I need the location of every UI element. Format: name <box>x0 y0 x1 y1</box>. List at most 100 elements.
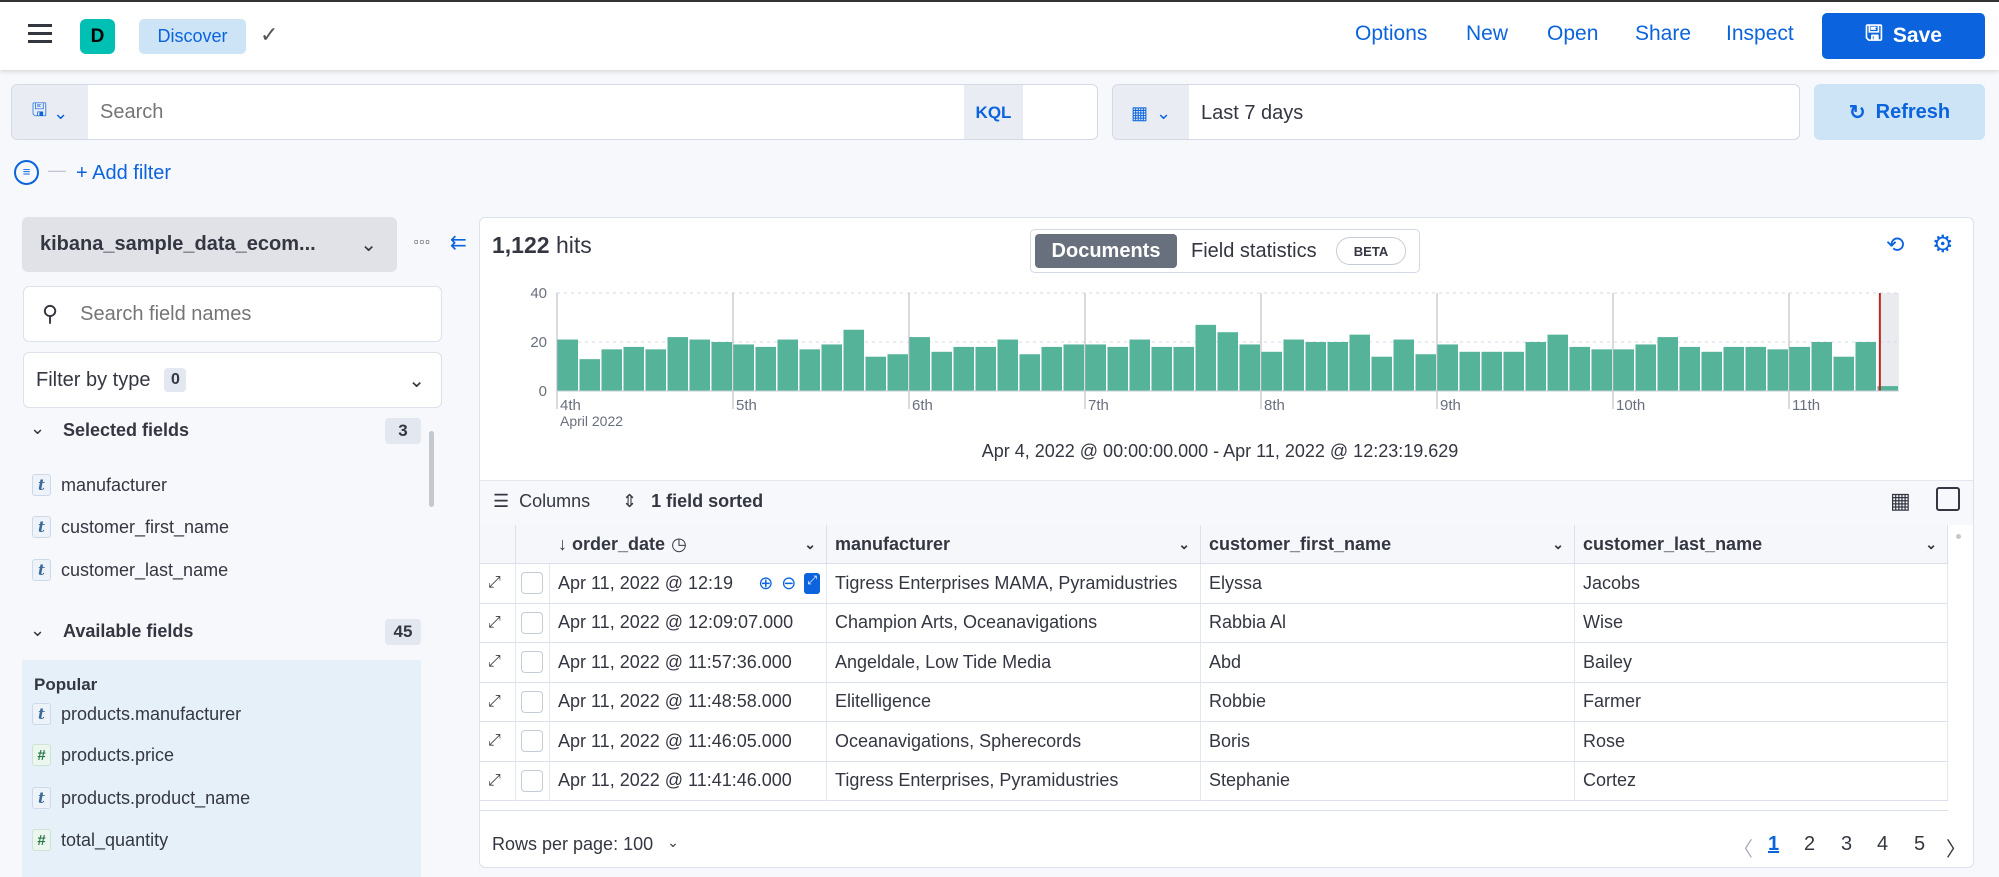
fullscreen-icon[interactable] <box>1936 487 1960 511</box>
sort-button[interactable]: ⇕ 1 field sorted <box>622 491 763 512</box>
menu-icon[interactable] <box>28 24 52 43</box>
page-4[interactable]: 4 <box>1877 833 1889 855</box>
page-2[interactable]: 2 <box>1804 833 1816 855</box>
field-item[interactable]: t products.manufacturer <box>32 703 241 725</box>
page-1[interactable]: 1 <box>1768 833 1780 855</box>
row-checkbox[interactable] <box>521 730 543 753</box>
row-checkbox[interactable] <box>521 769 543 792</box>
expand-row-icon[interactable]: ⤢ <box>480 564 516 604</box>
table-cell[interactable]: Stephanie <box>1201 761 1575 801</box>
quick-select-button[interactable]: ▦ ⌄ <box>1113 85 1189 139</box>
chevron-down-icon[interactable]: ⌄ <box>30 418 46 438</box>
open-link[interactable]: Open <box>1547 22 1599 45</box>
field-item[interactable]: # products.price <box>32 744 174 766</box>
field-item[interactable]: # total_quantity <box>32 829 168 851</box>
table-cell[interactable]: Apr 11, 2022 @ 11:41:46.000 <box>550 761 827 801</box>
expand-row-icon[interactable]: ⤢ <box>480 682 516 722</box>
table-cell[interactable]: Tigress Enterprises MAMA, Pyramidustries <box>827 564 1201 604</box>
columns-button[interactable]: ☰ Columns <box>493 491 590 512</box>
available-fields-title[interactable]: Available fields <box>63 621 194 641</box>
table-cell[interactable]: Oceanavigations, Spherecords <box>827 722 1201 762</box>
column-header-customer-last-name[interactable]: customer_last_name ⌄ <box>1575 525 1948 564</box>
table-cell[interactable]: Abd <box>1201 643 1575 683</box>
filter-for-icon[interactable]: ⊕ <box>758 572 774 593</box>
save-button[interactable]: 🖫 Save <box>1822 13 1985 59</box>
kql-toggle[interactable]: KQL <box>964 85 1023 139</box>
column-header-order-date[interactable]: ↓ order_date ◷ ⌄ <box>550 525 827 564</box>
row-checkbox[interactable] <box>521 611 543 634</box>
table-cell[interactable]: Rabbia Al <box>1201 603 1575 643</box>
expand-row-icon[interactable]: ⤢ <box>480 603 516 643</box>
column-header-manufacturer[interactable]: manufacturer ⌄ <box>827 525 1201 564</box>
field-search[interactable]: ⚲ <box>23 286 442 342</box>
row-select[interactable] <box>516 564 550 604</box>
column-header-customer-first-name[interactable]: customer_first_name ⌄ <box>1201 525 1575 564</box>
table-cell[interactable]: Wise <box>1575 603 1948 643</box>
table-cell[interactable]: Boris <box>1201 722 1575 762</box>
share-link[interactable]: Share <box>1635 22 1692 45</box>
tab-documents[interactable]: Documents <box>1035 234 1177 268</box>
filter-out-icon[interactable]: ⊖ <box>781 572 797 593</box>
density-icon[interactable]: ▦ <box>1890 488 1911 513</box>
field-item[interactable]: t manufacturer <box>32 474 167 496</box>
expand-row-icon[interactable]: ⤢ <box>480 722 516 762</box>
table-cell[interactable]: Elyssa <box>1201 564 1575 604</box>
table-scrollbar[interactable] <box>1956 534 1961 539</box>
field-item[interactable]: t customer_last_name <box>32 559 228 581</box>
gear-icon[interactable]: ⚙ <box>1932 231 1954 258</box>
page-3[interactable]: 3 <box>1841 833 1853 855</box>
row-checkbox[interactable] <box>521 572 543 595</box>
table-cell[interactable]: Jacobs <box>1575 564 1948 604</box>
row-select[interactable] <box>516 761 550 801</box>
table-cell[interactable]: Elitelligence <box>827 682 1201 722</box>
chevron-down-icon[interactable]: ⌄ <box>1552 535 1564 552</box>
sidebar-scrollbar[interactable] <box>429 431 434 507</box>
field-item[interactable]: t customer_first_name <box>32 516 229 538</box>
options-link[interactable]: Options <box>1355 22 1428 45</box>
selected-fields-title[interactable]: Selected fields <box>63 420 190 440</box>
chevron-down-icon[interactable]: ⌄ <box>1925 535 1937 552</box>
space-avatar[interactable]: D <box>80 19 115 54</box>
table-cell[interactable]: Bailey <box>1575 643 1948 683</box>
row-select[interactable] <box>516 603 550 643</box>
chevron-down-icon[interactable]: ⌄ <box>30 620 46 640</box>
page-5[interactable]: 5 <box>1914 833 1926 855</box>
collapse-sidebar-icon[interactable]: ⇇ <box>450 232 467 254</box>
table-cell[interactable]: Robbie <box>1201 682 1575 722</box>
table-cell[interactable]: Apr 11, 2022 @ 11:57:36.000 <box>550 643 827 683</box>
table-cell[interactable]: Champion Arts, Oceanavigations <box>827 603 1201 643</box>
row-checkbox[interactable] <box>521 651 543 674</box>
search-input[interactable] <box>88 85 964 139</box>
row-checkbox[interactable] <box>521 690 543 713</box>
row-select[interactable] <box>516 682 550 722</box>
filter-menu-icon[interactable]: ≡ <box>14 160 39 185</box>
histogram-chart[interactable]: 0 20 40 4th 5th 6th 7th 8th 9th 10th 11th April 202… <box>500 280 1920 440</box>
tab-field-statistics[interactable]: Field statistics <box>1191 240 1317 262</box>
chevron-down-icon[interactable]: ⌄ <box>804 535 816 552</box>
saved-query-menu[interactable]: 🖫 ⌄ <box>12 85 88 139</box>
rows-per-page-selector[interactable]: Rows per page: 100 ⌄ <box>492 834 679 855</box>
table-cell[interactable]: Farmer <box>1575 682 1948 722</box>
expand-row-icon[interactable]: ⤢ <box>480 761 516 801</box>
index-pattern-selector[interactable]: kibana_sample_data_ecom... ⌄ <box>22 217 397 272</box>
table-cell[interactable]: Apr 11, 2022 @ 11:46:05.000 <box>550 722 827 762</box>
add-filter-button[interactable]: + Add filter <box>76 162 172 184</box>
field-search-input[interactable] <box>80 302 411 326</box>
expand-cell-icon[interactable]: ⤢ <box>804 572 820 594</box>
table-cell[interactable]: Apr 11, 2022 @ 12:09:07.000 <box>550 603 827 643</box>
table-cell[interactable]: Rose <box>1575 722 1948 762</box>
prev-page-icon[interactable]: 〈 <box>1733 839 1753 861</box>
table-cell[interactable]: Apr 11, 2022 @ 12:19 ⊕ ⊖ ⤢ <box>550 564 827 604</box>
inspect-link[interactable]: Inspect <box>1726 22 1794 45</box>
filter-by-type[interactable]: Filter by type 0 ⌄ <box>23 352 442 408</box>
row-select[interactable] <box>516 722 550 762</box>
chart-options-icon[interactable]: ⟲ <box>1886 232 1905 257</box>
new-link[interactable]: New <box>1466 22 1509 45</box>
refresh-button[interactable]: ↻ Refresh <box>1814 84 1985 140</box>
table-cell[interactable]: Cortez <box>1575 761 1948 801</box>
next-page-icon[interactable]: 〉 <box>1946 839 1966 861</box>
table-cell[interactable]: Apr 11, 2022 @ 11:48:58.000 <box>550 682 827 722</box>
table-cell[interactable]: Angeldale, Low Tide Media <box>827 643 1201 683</box>
expand-row-icon[interactable]: ⤢ <box>480 643 516 683</box>
date-picker[interactable]: ▦ ⌄ Last 7 days <box>1112 84 1800 140</box>
